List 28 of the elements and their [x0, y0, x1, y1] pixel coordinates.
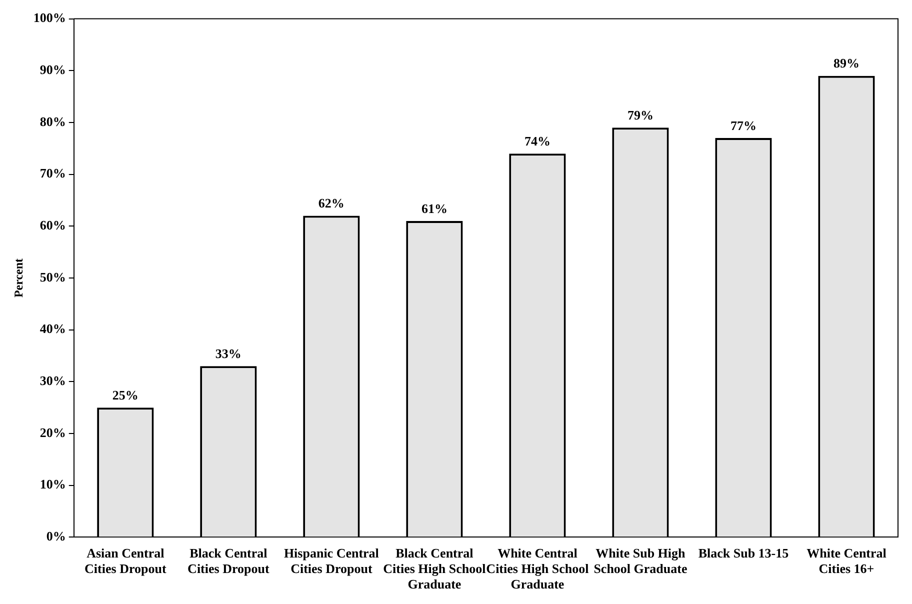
y-tick-label: 60% [40, 218, 66, 233]
x-tick-label: Black Sub 13-15 [698, 545, 790, 560]
y-tick-label: 0% [46, 528, 66, 544]
y-tick-label: 90% [40, 62, 66, 77]
y-tick-label: 40% [40, 321, 66, 336]
data-label: 74% [524, 133, 550, 148]
y-tick-label: 70% [40, 166, 66, 181]
y-tick-label: 100% [33, 10, 66, 26]
data-label: 25% [112, 387, 138, 402]
x-tick-label: Black Central Cities Dropout [188, 545, 270, 576]
y-tick-label: 80% [40, 114, 66, 129]
y-tick-label: 10% [40, 476, 66, 492]
y-tick-label: 30% [40, 373, 66, 388]
y-axis-title: Percent [11, 258, 26, 298]
x-tick-label: White Sub High School Graduate [594, 545, 688, 576]
y-tick-label: 50% [40, 269, 66, 284]
data-label: 33% [215, 346, 242, 361]
y-tick-label: 20% [40, 424, 66, 440]
data-label: 62% [318, 196, 344, 211]
data-label: 77% [730, 118, 756, 133]
x-tick-label: Hispanic Central Cities Dropout [284, 545, 380, 576]
x-tick-label: White Central Cities High School Graduate [486, 545, 590, 592]
x-tick-label: Asian Central Cities Dropout [84, 545, 167, 576]
data-label: 89% [833, 56, 860, 71]
x-tick-label: White Central Cities 16+ [806, 545, 887, 576]
data-label: 79% [627, 108, 654, 123]
data-label: 61% [421, 200, 448, 216]
x-tick-label: Black Central Cities High School Graduate [383, 545, 486, 592]
